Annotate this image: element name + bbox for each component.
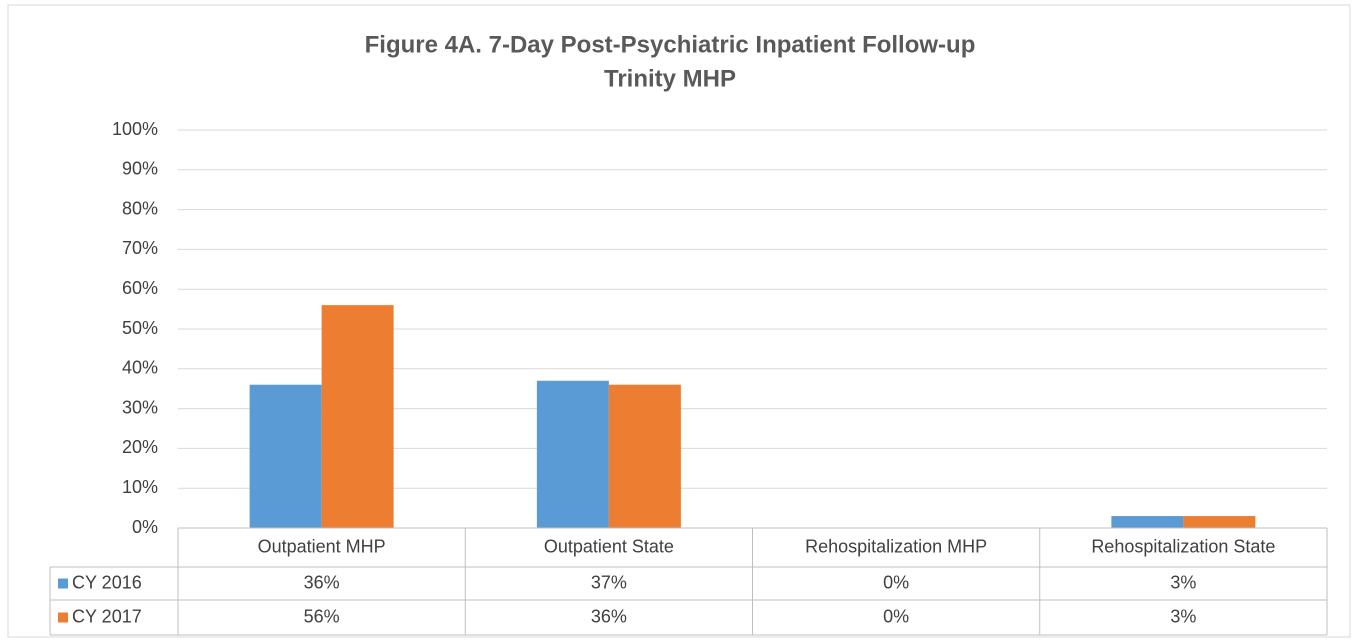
- category-label: Rehospitalization State: [1091, 536, 1275, 556]
- bar: [1183, 516, 1256, 528]
- legend-swatch: [58, 612, 68, 623]
- y-tick-label: 30%: [122, 397, 158, 417]
- bar: [608, 384, 681, 528]
- table-cell: 36%: [591, 606, 627, 626]
- y-tick-label: 100%: [112, 119, 158, 139]
- bar: [1111, 516, 1184, 528]
- y-tick-label: 80%: [122, 198, 158, 218]
- bar: [536, 380, 609, 528]
- bar: [321, 305, 394, 528]
- category-label: Rehospitalization MHP: [805, 536, 987, 556]
- y-tick-label: 10%: [122, 477, 158, 497]
- y-tick-label: 20%: [122, 437, 158, 457]
- table-cell: 3%: [1170, 572, 1196, 592]
- table-cell: 56%: [304, 606, 340, 626]
- table-cell: 3%: [1170, 606, 1196, 626]
- table-cell: 36%: [304, 572, 340, 592]
- legend-label: CY 2017: [72, 606, 142, 626]
- chart-frame: [7, 4, 1351, 638]
- y-tick-label: 90%: [122, 159, 158, 179]
- legend-label: CY 2016: [72, 572, 142, 592]
- y-tick-label: 50%: [122, 318, 158, 338]
- chart-title: Figure 4A. 7-Day Post-Psychiatric Inpati…: [365, 31, 976, 58]
- legend-swatch: [58, 578, 68, 589]
- y-tick-label: 0%: [132, 517, 158, 537]
- category-label: Outpatient State: [544, 536, 674, 556]
- y-tick-label: 70%: [122, 238, 158, 258]
- table-cell: 37%: [591, 572, 627, 592]
- bar: [249, 384, 322, 528]
- table-cell: 0%: [883, 572, 909, 592]
- category-label: Outpatient MHP: [258, 536, 386, 556]
- chart-title: Trinity MHP: [604, 65, 736, 92]
- table-cell: 0%: [883, 606, 909, 626]
- y-tick-label: 40%: [122, 358, 158, 378]
- y-tick-label: 60%: [122, 278, 158, 298]
